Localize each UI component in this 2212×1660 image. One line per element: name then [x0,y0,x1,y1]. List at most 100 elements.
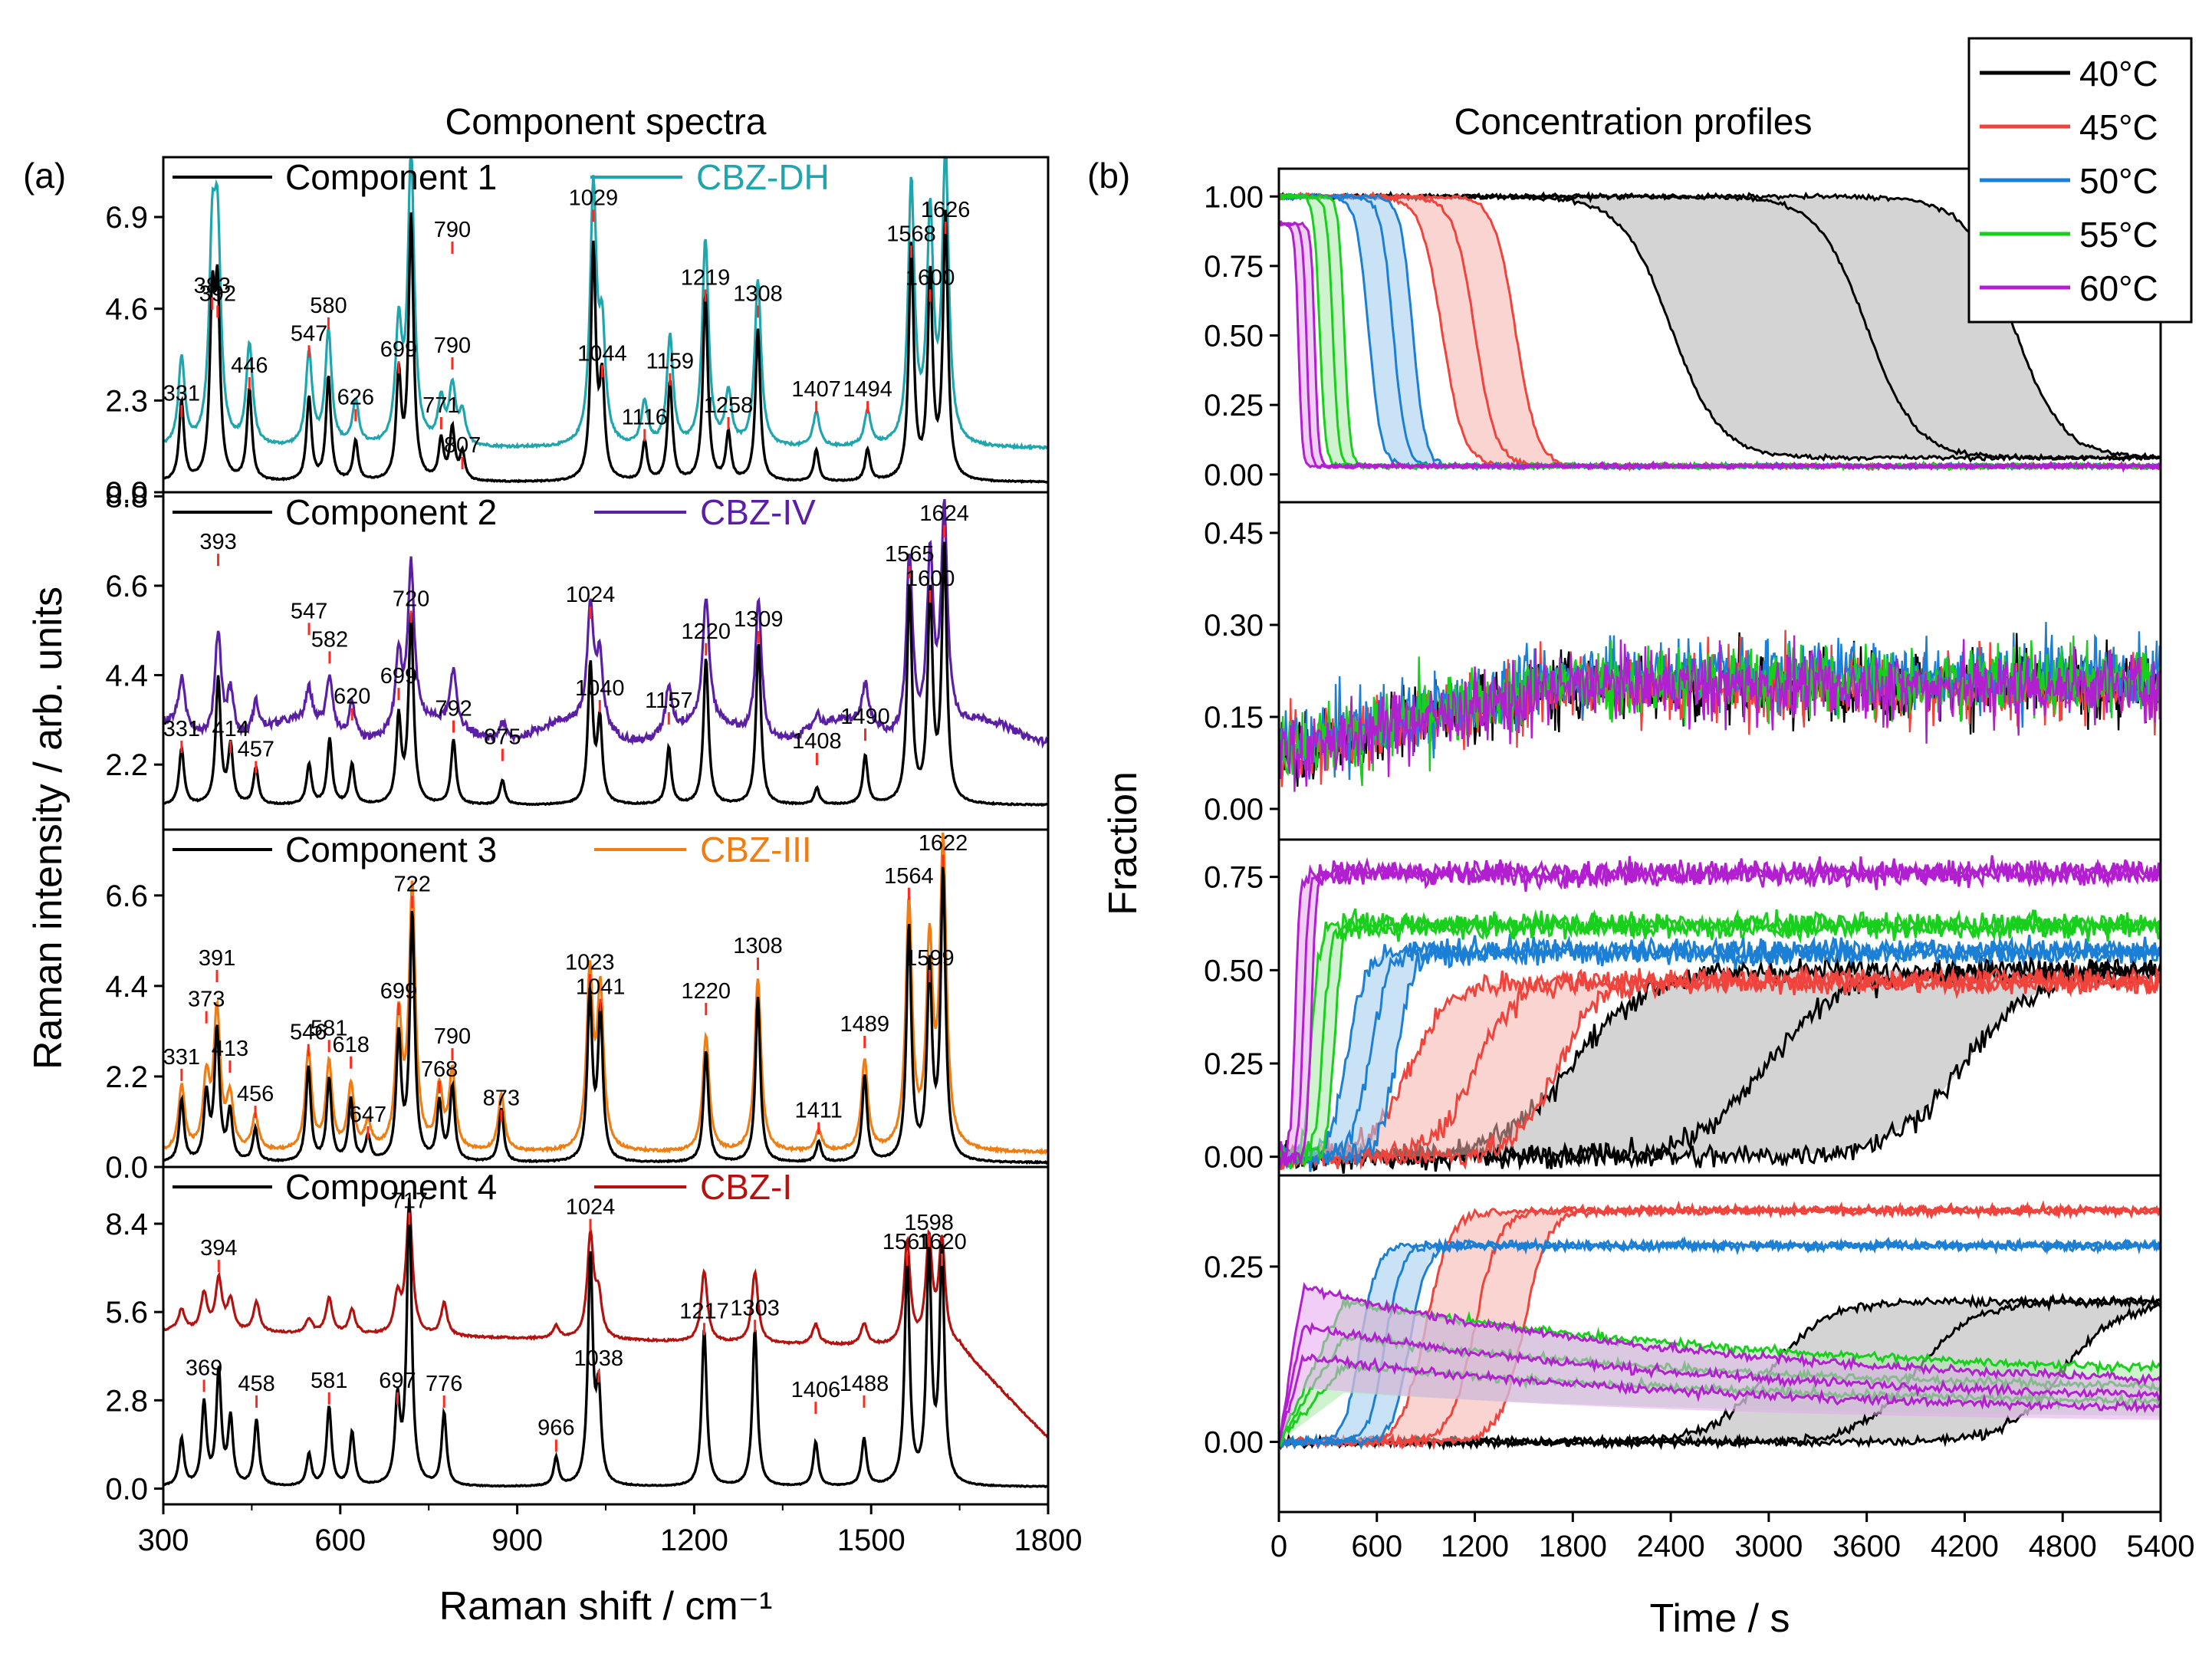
panel-b-concentration-profiles: 0.000.250.500.751.000.000.150.300.450.00… [1101,167,2195,1641]
profile-line [1279,191,2161,460]
profile-subplot-4: 0.00 0.25 [1204,1174,2162,1514]
peak-label: 1308 [733,281,783,306]
x-tick-label: 1500 [837,1524,906,1557]
peak-label: 1600 [906,265,955,290]
profile-line [1279,908,2161,1169]
peak-label: 1219 [681,265,731,290]
y-tick-label: 0.30 [1204,609,1264,643]
peak-label: 1565 [885,542,935,567]
reference-spectrum-line [163,1204,1049,1439]
series-60C [1279,220,2161,473]
y-tick-label: 8.8 [105,480,148,514]
x-tick-label: 1800 [1014,1524,1083,1557]
legend-component-label: Component 2 [285,492,497,532]
peak-label: 414 [212,717,249,741]
x-tick-label: 1200 [1441,1530,1509,1563]
y-tick-label: 0.25 [1204,1251,1264,1284]
peak-label: 873 [483,1086,520,1111]
x-tick-label: 5400 [2127,1530,2195,1563]
peak-label: 790 [434,1024,471,1049]
profile-line [1279,909,2161,1169]
peak-label: 776 [426,1372,462,1396]
profile-subplot-2: 0.00 0.15 0.30 0.45 [1204,501,2162,841]
peak-label: 626 [337,386,374,410]
peak-label: 1599 [905,946,955,971]
x-tick-label: 3000 [1734,1530,1803,1563]
peak-label: 581 [311,1016,347,1040]
peak-label: 1220 [682,979,731,1004]
y-tick-label: 0.00 [1204,1426,1264,1460]
peak-label: 647 [350,1103,386,1127]
peak-label: 717 [391,1188,428,1213]
peak-label: 1488 [840,1372,889,1396]
reference-spectrum-line [162,498,1050,749]
y-tick-label: 0.15 [1204,701,1264,735]
y-tick-label: 0.75 [1204,250,1264,284]
peak-label: 966 [537,1416,574,1441]
peak-label: 1159 [646,350,694,374]
legend-reference-label: CBZ-IV [700,492,816,532]
peak-label: 1406 [791,1378,841,1402]
peak-label: 790 [434,218,471,242]
x-tick-label: 1200 [660,1524,728,1557]
y-tick-label: 0.0 [105,476,148,510]
y-tick-label: 4.6 [105,293,148,327]
peak-label: 1494 [843,377,892,402]
peak-label: 580 [310,294,347,318]
peak-label: 1489 [840,1012,889,1037]
x-tick-label: 1800 [1539,1530,1607,1563]
legend-label: 60°C [2079,268,2158,308]
profile-line [1279,1237,2161,1451]
profile-line [1279,959,2161,1172]
profile-band [1279,970,2161,1157]
series-45C [1279,963,2161,1171]
peak-label: 1024 [566,583,616,607]
series-60C [1279,635,2161,792]
peak-label: 458 [238,1372,274,1396]
panel-a-spectra: 0.02.34.66.93313833924465475806266997907… [26,156,1083,1629]
peak-label: 373 [188,988,225,1012]
peak-label: 394 [200,1236,237,1261]
peak-label: 768 [421,1057,458,1082]
peak-label: 699 [380,979,417,1004]
peak-label: 457 [238,738,274,762]
peak-label: 1303 [730,1296,780,1320]
panel-b-letter: (b) [1087,156,1130,196]
y-tick-label: 4.4 [105,970,148,1004]
peak-label: 790 [434,334,471,358]
peak-label: 1309 [734,607,784,632]
legend-component-label: Component 1 [285,157,497,197]
peak-label: 1600 [906,567,955,591]
profile-band [1279,196,2161,466]
profile-line [1279,1282,2161,1440]
peak-label: 546 [290,1021,327,1045]
y-tick-label: 2.2 [105,748,148,782]
y-tick-label: 5.6 [105,1296,148,1330]
y-tick-label: 6.6 [105,879,148,913]
x-tick-label: 4200 [1931,1530,1999,1563]
peak-label: 369 [186,1356,222,1380]
peak-label: 1220 [682,620,731,644]
profile-line [1279,1321,2161,1439]
peak-label: 771 [422,393,459,418]
profile-line [1279,1353,2161,1445]
peak-label: 1116 [622,406,668,430]
y-tick-label: 2.8 [105,1384,148,1418]
legend-label: 55°C [2079,215,2158,255]
y-tick-label: 0.50 [1204,954,1264,988]
series-60C [1279,855,2161,1169]
panel-b-title: Concentration profiles [1454,102,1813,143]
peak-label: 582 [311,627,348,652]
panel-a-letter: (a) [23,156,66,196]
x-tick-label: 4800 [2029,1530,2097,1563]
peak-label: 1040 [575,676,625,701]
legend-label: 40°C [2079,54,2158,94]
x-tick-label: 2400 [1637,1530,1705,1563]
profile-subplot-1: 0.00 0.25 0.50 0.75 1.00 [1204,167,2162,504]
peak-label: 456 [237,1082,274,1106]
x-tick-label: 300 [138,1524,189,1557]
peak-label: 1024 [566,1195,616,1220]
profile-plot-area [1279,622,2161,794]
peak-label: 1561 [882,1230,932,1254]
